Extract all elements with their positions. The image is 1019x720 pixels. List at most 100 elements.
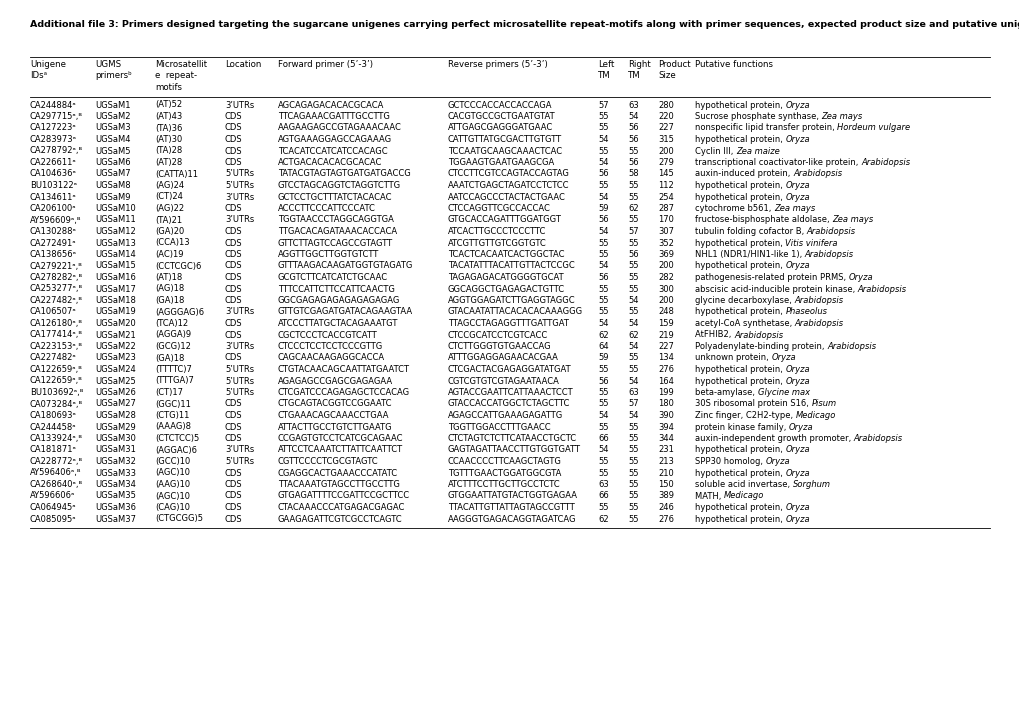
Text: ATCACTTGCCCTCCCTTC: ATCACTTGCCCTCCCTTC	[447, 227, 546, 236]
Text: 54: 54	[597, 135, 608, 144]
Text: UGSaM19: UGSaM19	[95, 307, 136, 317]
Text: CA104636ᵃ: CA104636ᵃ	[30, 169, 76, 179]
Text: (AT)30: (AT)30	[155, 135, 182, 144]
Text: 390: 390	[657, 411, 674, 420]
Text: 56: 56	[597, 273, 608, 282]
Text: BU103122ᵃ: BU103122ᵃ	[30, 181, 76, 190]
Text: Zea mays: Zea mays	[832, 215, 872, 225]
Text: TATACGTAGTAGTGATGATGACCG: TATACGTAGTAGTGATGATGACCG	[278, 169, 411, 179]
Text: GTCCTAGCAGGTCTAGGTCTTG: GTCCTAGCAGGTCTAGGTCTTG	[278, 181, 400, 190]
Text: CTCTTGGGTGTGAACCAG: CTCTTGGGTGTGAACCAG	[447, 342, 551, 351]
Text: hypothetical protein,: hypothetical protein,	[694, 101, 785, 109]
Text: Oryza: Oryza	[785, 192, 809, 202]
Text: auxin-independent growth promoter,: auxin-independent growth promoter,	[694, 434, 853, 443]
Text: 3’UTRs: 3’UTRs	[225, 215, 254, 225]
Text: (GA)18: (GA)18	[155, 354, 184, 362]
Text: CDS: CDS	[225, 261, 243, 271]
Text: 55: 55	[628, 434, 638, 443]
Text: UGSaM22: UGSaM22	[95, 342, 136, 351]
Text: (AT)43: (AT)43	[155, 112, 182, 121]
Text: UGSaM28: UGSaM28	[95, 411, 136, 420]
Text: TTGACACAGATAAACACCACA: TTGACACAGATAAACACCACA	[278, 227, 396, 236]
Text: Zinc finger, C2H2-type,: Zinc finger, C2H2-type,	[694, 411, 795, 420]
Text: 59: 59	[597, 204, 608, 213]
Text: 231: 231	[657, 446, 674, 454]
Text: (TA)36: (TA)36	[155, 124, 182, 132]
Text: Phaseolus: Phaseolus	[785, 307, 826, 317]
Text: ATTGAGCGAGGGATGAAC: ATTGAGCGAGGGATGAAC	[447, 124, 552, 132]
Text: CA297715ᵃ,ᴮ: CA297715ᵃ,ᴮ	[30, 112, 83, 121]
Text: 55: 55	[597, 307, 608, 317]
Text: Oryza: Oryza	[785, 365, 809, 374]
Text: CDS: CDS	[225, 112, 243, 121]
Text: Sorghum: Sorghum	[792, 480, 829, 489]
Text: Oryza: Oryza	[785, 446, 809, 454]
Text: 5’UTRs: 5’UTRs	[225, 181, 254, 190]
Text: Reverse primers (5’-3’): Reverse primers (5’-3’)	[447, 60, 547, 69]
Text: 199: 199	[657, 388, 674, 397]
Text: CDS: CDS	[225, 284, 243, 294]
Text: 55: 55	[628, 457, 638, 466]
Text: 112: 112	[657, 181, 674, 190]
Text: acetyl-CoA synthetase,: acetyl-CoA synthetase,	[694, 319, 794, 328]
Text: 150: 150	[657, 480, 674, 489]
Text: 55: 55	[597, 124, 608, 132]
Text: 55: 55	[597, 400, 608, 408]
Text: 352: 352	[657, 238, 674, 248]
Text: GAGTAGATTAACCTTGTGGTGATT: GAGTAGATTAACCTTGTGGTGATT	[447, 446, 581, 454]
Text: hypothetical protein,: hypothetical protein,	[694, 515, 785, 523]
Text: (AT)28: (AT)28	[155, 158, 182, 167]
Text: 54: 54	[597, 227, 608, 236]
Text: primersᵇ: primersᵇ	[95, 71, 131, 81]
Text: 54: 54	[597, 319, 608, 328]
Text: 220: 220	[657, 112, 674, 121]
Text: 55: 55	[628, 515, 638, 523]
Text: GTACCACCATGGCTCTAGCTTC: GTACCACCATGGCTCTAGCTTC	[447, 400, 570, 408]
Text: 55: 55	[628, 238, 638, 248]
Text: transcriptional coactivator-like protein,: transcriptional coactivator-like protein…	[694, 158, 860, 167]
Text: 315: 315	[657, 135, 674, 144]
Text: 55: 55	[628, 273, 638, 282]
Text: 300: 300	[657, 284, 674, 294]
Text: CA223153ᵃ,ᴮ: CA223153ᵃ,ᴮ	[30, 342, 83, 351]
Text: Unigene: Unigene	[30, 60, 66, 69]
Text: TCACATCCATCATCCACAGC: TCACATCCATCATCCACAGC	[278, 146, 387, 156]
Text: hypothetical protein,: hypothetical protein,	[694, 261, 785, 271]
Text: (AG)22: (AG)22	[155, 204, 184, 213]
Text: 55: 55	[597, 503, 608, 512]
Text: (CTCTCC)5: (CTCTCC)5	[155, 434, 199, 443]
Text: UGSaM33: UGSaM33	[95, 469, 136, 477]
Text: CTGCAGTACGGTCCGGAATC: CTGCAGTACGGTCCGGAATC	[278, 400, 392, 408]
Text: 63: 63	[628, 388, 638, 397]
Text: 55: 55	[628, 146, 638, 156]
Text: 54: 54	[597, 158, 608, 167]
Text: abscisic acid-inducible protein kinase,: abscisic acid-inducible protein kinase,	[694, 284, 857, 294]
Text: Arabidopsis: Arabidopsis	[826, 342, 875, 351]
Text: Oryza: Oryza	[785, 135, 809, 144]
Text: CA106507ᵃ: CA106507ᵃ	[30, 307, 76, 317]
Text: (TA)21: (TA)21	[155, 215, 182, 225]
Text: CA134611ᵃ: CA134611ᵃ	[30, 192, 76, 202]
Text: (AAG)10: (AAG)10	[155, 480, 190, 489]
Text: UGSaM35: UGSaM35	[95, 492, 136, 500]
Text: 227: 227	[657, 342, 674, 351]
Text: Oryza: Oryza	[770, 354, 795, 362]
Text: 55: 55	[628, 284, 638, 294]
Text: NHL1 (NDR1/HIN1-like 1),: NHL1 (NDR1/HIN1-like 1),	[694, 250, 804, 259]
Text: GTACAATATTACACACACAAAGGG: GTACAATATTACACACACAAAGGG	[447, 307, 583, 317]
Text: motifs: motifs	[155, 83, 181, 92]
Text: 369: 369	[657, 250, 674, 259]
Text: (AGGGAG)6: (AGGGAG)6	[155, 307, 204, 317]
Text: 55: 55	[597, 146, 608, 156]
Text: Left: Left	[597, 60, 613, 69]
Text: UGMS: UGMS	[95, 60, 121, 69]
Text: TCACTCACAATCACTGGCTAC: TCACTCACAATCACTGGCTAC	[447, 250, 564, 259]
Text: AGGTTGGCTTGGTGTCTT: AGGTTGGCTTGGTGTCTT	[278, 250, 379, 259]
Text: (AT)18: (AT)18	[155, 273, 182, 282]
Text: UGSaM20: UGSaM20	[95, 319, 136, 328]
Text: 145: 145	[657, 169, 674, 179]
Text: 55: 55	[628, 261, 638, 271]
Text: 54: 54	[628, 411, 638, 420]
Text: Polyadenylate-binding protein,: Polyadenylate-binding protein,	[694, 342, 826, 351]
Text: UGSaM6: UGSaM6	[95, 158, 130, 167]
